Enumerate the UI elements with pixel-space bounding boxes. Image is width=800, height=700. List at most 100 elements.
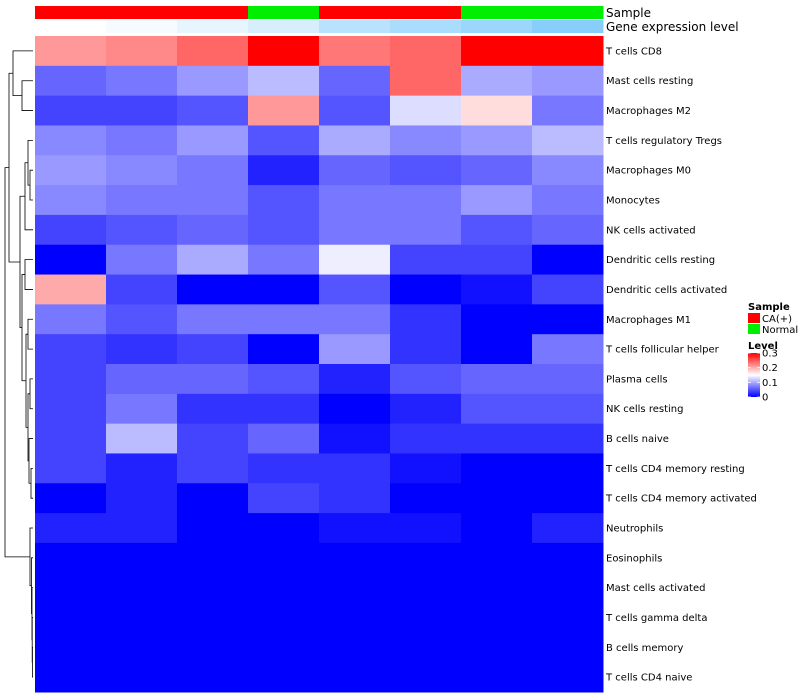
heatmap-cell <box>177 364 249 395</box>
gene-expression-annotation-cell <box>35 20 107 33</box>
heatmap-cell <box>390 36 462 67</box>
heatmap-cell <box>461 65 533 97</box>
heatmap-cell <box>461 542 533 574</box>
heatmap-cell <box>532 393 604 425</box>
heatmap-cell <box>248 483 320 514</box>
heatmap-cell <box>319 364 391 395</box>
heatmap-cell <box>532 602 604 633</box>
heatmap-cell <box>106 274 178 305</box>
heatmap-cell <box>177 662 249 693</box>
gene-expression-annotation-bar <box>35 20 604 33</box>
row-label: Dendritic cells activated <box>606 285 727 296</box>
heatmap-cell <box>35 572 107 604</box>
heatmap-cell <box>390 304 462 335</box>
heatmap-cell <box>390 274 462 305</box>
heatmap-cell <box>461 274 533 305</box>
heatmap-cell <box>177 483 249 514</box>
sample-annotation-bar <box>35 6 604 19</box>
heatmap-cell <box>390 244 462 276</box>
heatmap-cell <box>35 95 107 126</box>
heatmap-cell <box>177 632 249 663</box>
row-label: Monocytes <box>606 196 660 207</box>
heatmap-cell <box>461 572 533 604</box>
heatmap-cell <box>248 602 320 633</box>
dendrogram-branch <box>27 139 33 186</box>
row-label: T cells CD4 memory activated <box>605 494 757 505</box>
legend-sample-swatch <box>748 324 760 334</box>
row-label: Dendritic cells resting <box>606 255 715 266</box>
heatmap-cell <box>35 364 107 395</box>
heatmap-cell <box>461 155 533 186</box>
heatmap-cell <box>532 453 604 484</box>
dendrogram-branch <box>21 274 26 382</box>
sample-annotation-cell <box>248 6 320 19</box>
row-label: Macrophages M1 <box>606 315 691 326</box>
heatmap-cell <box>248 572 320 604</box>
heatmap-cell <box>248 542 320 574</box>
heatmap-cell <box>35 662 107 693</box>
dendrogram-branch <box>21 80 33 111</box>
heatmap-cell <box>106 453 178 484</box>
heatmap-cell <box>35 542 107 574</box>
heatmap-cell <box>532 214 604 246</box>
heatmap-cell <box>390 632 462 663</box>
row-label: Macrophages M2 <box>606 106 691 117</box>
heatmap-cell <box>319 513 391 544</box>
heatmap-cell <box>319 155 391 186</box>
heatmap-cell <box>319 334 391 365</box>
heatmap-cell <box>35 65 107 97</box>
heatmap-cell <box>106 364 178 395</box>
row-label: T cells follicular helper <box>605 345 720 356</box>
heatmap-cell <box>319 393 391 425</box>
gene-expression-annotation-cell <box>390 20 462 33</box>
heatmap-cell <box>390 364 462 395</box>
row-label: B cells naive <box>606 434 669 445</box>
row-label: Mast cells activated <box>606 583 705 594</box>
heatmap-cell <box>177 95 249 126</box>
heatmap-cell <box>390 125 462 156</box>
heatmap-cell <box>248 423 320 454</box>
heatmap-cell <box>248 304 320 335</box>
gene-expression-annotation-cell <box>319 20 391 33</box>
heatmap-cell <box>35 36 107 67</box>
heatmap-cell <box>35 274 107 305</box>
heatmap-cell <box>106 542 178 574</box>
legend-sample-label: Normal <box>762 325 798 336</box>
heatmap-cell <box>461 423 533 454</box>
heatmap-cell <box>461 244 533 276</box>
gene-expression-annotation-cell <box>461 20 533 33</box>
heatmap-cell <box>106 393 178 425</box>
heatmap-cell <box>461 364 533 395</box>
heatmap-cell <box>35 304 107 335</box>
heatmap-cell <box>390 214 462 246</box>
heatmap-cell <box>35 602 107 633</box>
heatmap-cell <box>248 95 320 126</box>
heatmap-cell <box>248 274 320 305</box>
heatmap-cell <box>390 513 462 544</box>
heatmap-cell <box>461 334 533 365</box>
heatmap-cell <box>106 483 178 514</box>
heatmap-cell <box>461 125 533 156</box>
row-dendrogram <box>4 50 33 678</box>
heatmap-cell <box>248 364 320 395</box>
row-label: Neutrophils <box>606 524 663 535</box>
heatmap-cell <box>248 214 320 246</box>
dendrogram-branch <box>19 195 25 329</box>
heatmap-cell <box>461 185 533 216</box>
row-label: Macrophages M0 <box>606 166 691 177</box>
heatmap-cell <box>532 304 604 335</box>
heatmap-cell <box>532 274 604 305</box>
heatmap-cell <box>106 155 178 186</box>
sample-annotation-cell <box>532 6 604 19</box>
heatmap-cell <box>390 95 462 126</box>
heatmap-cell <box>177 65 249 97</box>
dendrogram-branch <box>30 467 33 499</box>
heatmap-cell <box>532 36 604 67</box>
sample-annotation-cell <box>35 6 107 19</box>
heatmap-cell <box>106 214 178 246</box>
row-label: Eosinophils <box>606 553 662 564</box>
heatmap-cell <box>248 244 320 276</box>
heatmap-cell <box>390 423 462 454</box>
heatmap-cell <box>319 244 391 276</box>
